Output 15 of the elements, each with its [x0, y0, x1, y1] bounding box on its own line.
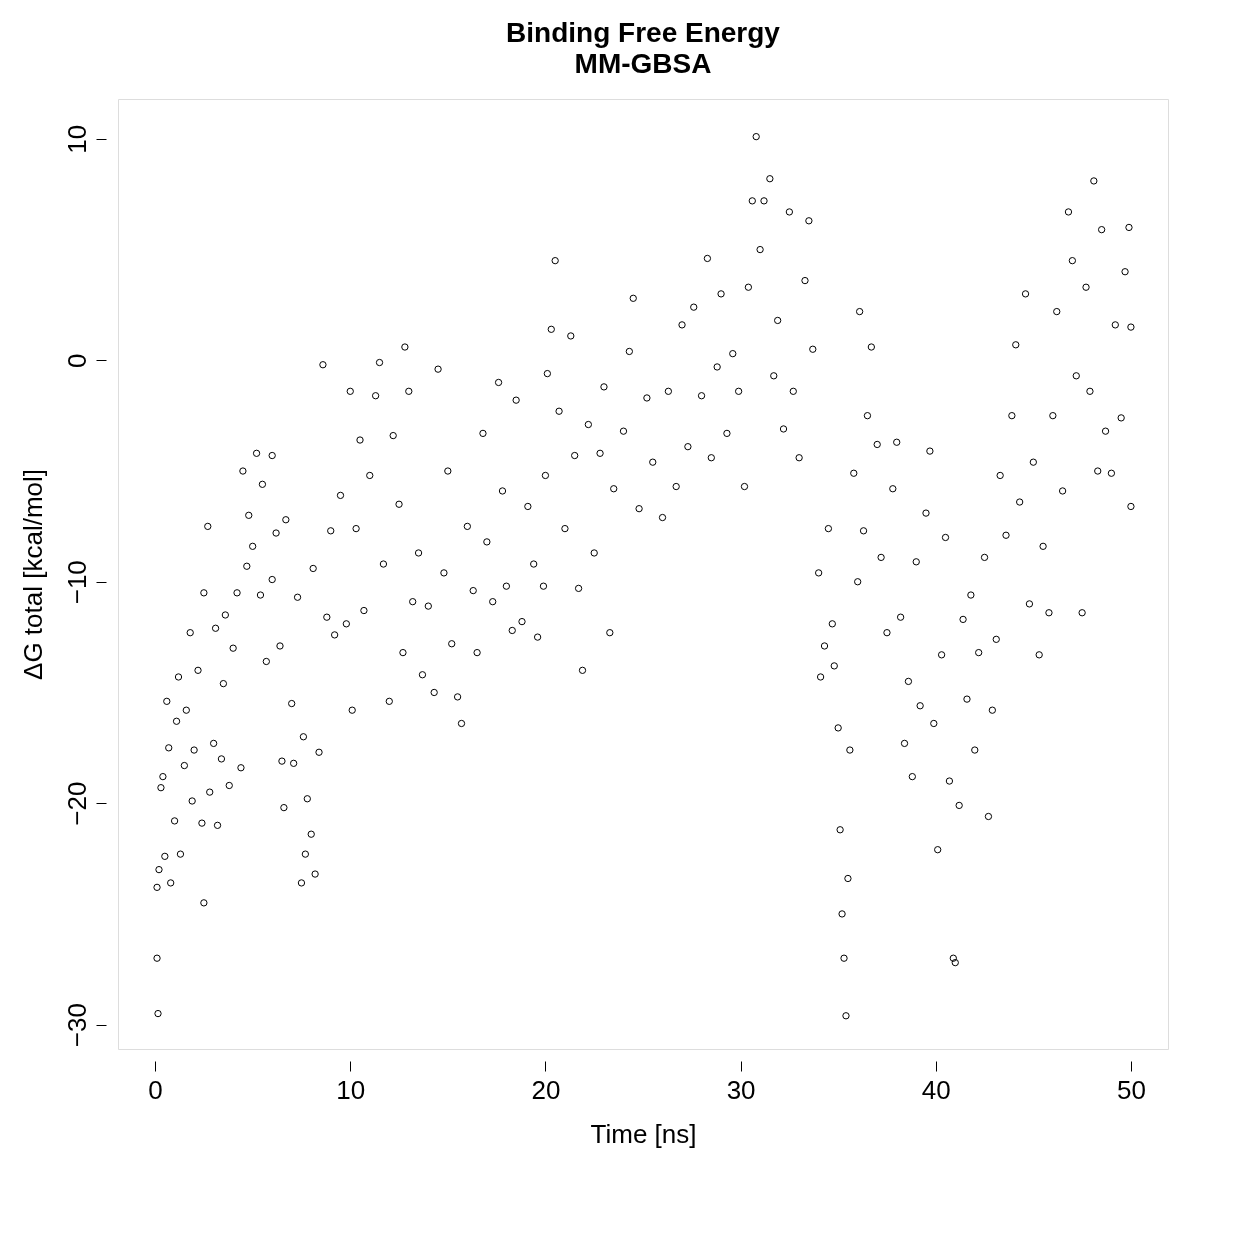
y-tick-label: −10 — [61, 560, 92, 605]
x-tick-label: 10 — [336, 1074, 366, 1105]
x-axis-title: Time [ns] — [590, 1118, 697, 1149]
y-tick-label: 0 — [61, 353, 92, 369]
x-tick-label: 30 — [726, 1074, 756, 1105]
chart-subtitle: MM-GBSA — [574, 48, 712, 79]
y-tick-label: −20 — [61, 781, 92, 826]
y-tick-label: −30 — [61, 1003, 92, 1048]
y-axis-title: ΔG total [kcal/mol] — [17, 469, 48, 680]
x-tick-label: 20 — [531, 1074, 561, 1105]
chart-title: Binding Free Energy — [506, 17, 781, 48]
x-tick-label: 0 — [148, 1074, 163, 1105]
x-tick-label: 50 — [1116, 1074, 1146, 1105]
x-tick-label: 40 — [921, 1074, 951, 1105]
y-tick-label: 10 — [61, 124, 92, 154]
